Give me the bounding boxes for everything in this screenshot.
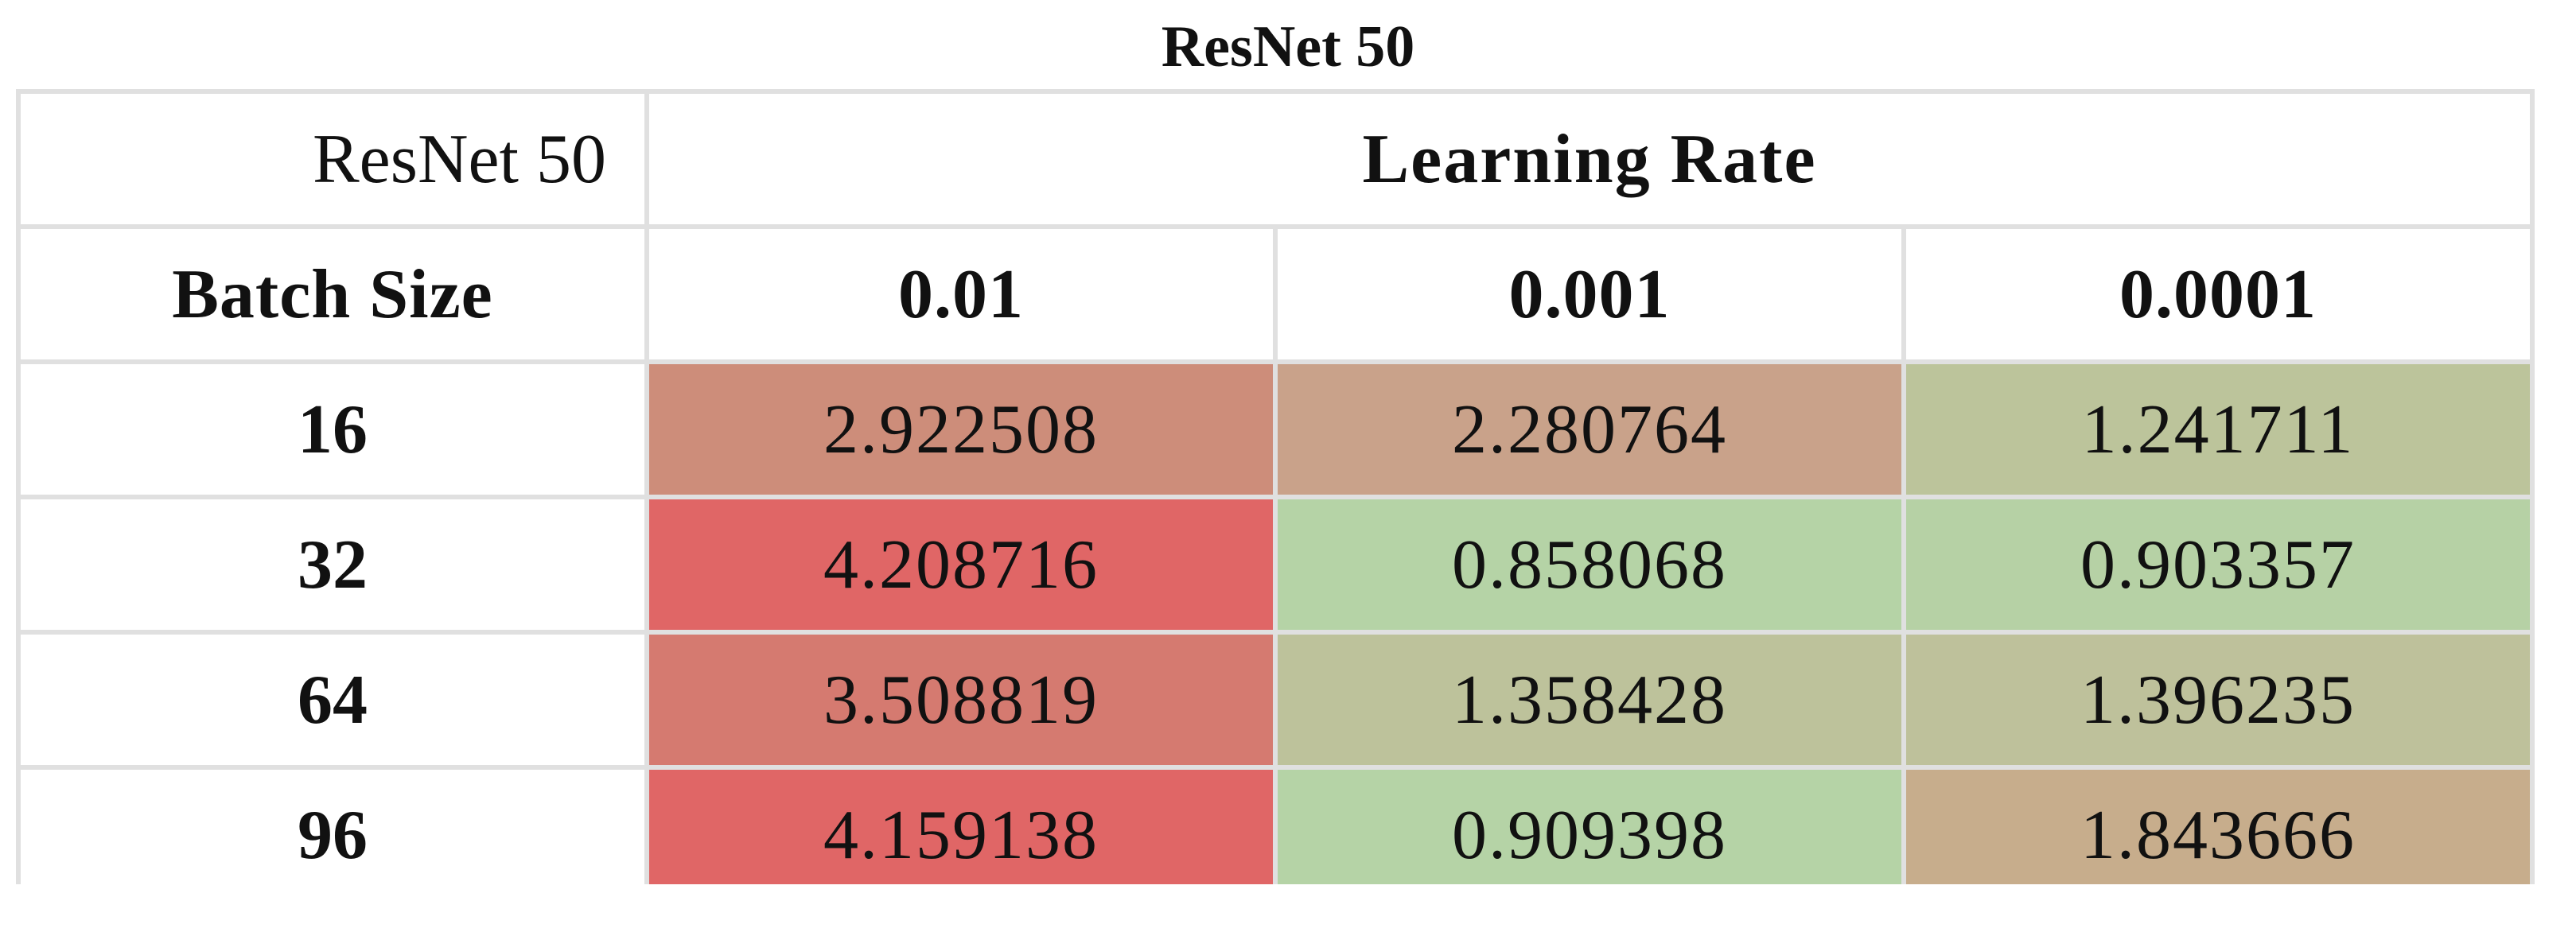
batch-size-header: Batch Size: [16, 224, 649, 364]
heatmap-cell: 0.903357: [1901, 495, 2535, 635]
heatmap-cell: 0.858068: [1273, 495, 1906, 635]
heatmap-cell: 3.508819: [644, 630, 1278, 770]
table-row: 96 4.159138 0.909398 1.843666: [16, 765, 2535, 905]
column-header-lr-0.01: 0.01: [644, 224, 1278, 364]
header-row-2: Batch Size 0.01 0.001 0.0001: [16, 224, 2535, 364]
results-table: ResNet 50 Learning Rate Batch Size 0.01 …: [16, 89, 2535, 905]
heatmap-cell: 1.396235: [1901, 630, 2535, 770]
bottom-crop: [0, 884, 2576, 928]
row-label-batch-16: 16: [16, 359, 649, 499]
table-row: 16 2.922508 2.280764 1.241711: [16, 359, 2535, 499]
heatmap-cell: 1.358428: [1273, 630, 1906, 770]
heatmap-cell: 4.208716: [644, 495, 1278, 635]
header-row-1: ResNet 50 Learning Rate: [16, 89, 2535, 229]
table-body: 16 2.922508 2.280764 1.241711 32 4.208716 0.85…: [16, 359, 2535, 905]
learning-rate-header: Learning Rate: [644, 89, 2535, 229]
heatmap-cell: 1.241711: [1901, 359, 2535, 499]
column-header-lr-0.001: 0.001: [1273, 224, 1906, 364]
heatmap-cell: 2.922508: [644, 359, 1278, 499]
heatmap-cell: 0.909398: [1273, 765, 1906, 905]
table-row: 64 3.508819 1.358428 1.396235: [16, 630, 2535, 770]
table-row: 32 4.208716 0.858068 0.903357: [16, 495, 2535, 635]
row-label-batch-64: 64: [16, 630, 649, 770]
column-header-lr-0.0001: 0.0001: [1901, 224, 2535, 364]
heatmap-cell: 2.280764: [1273, 359, 1906, 499]
heatmap-cell: 1.843666: [1901, 765, 2535, 905]
chart-title: ResNet 50: [1161, 14, 1415, 80]
row-label-batch-32: 32: [16, 495, 649, 635]
corner-label: ResNet 50: [16, 89, 649, 229]
row-label-batch-96: 96: [16, 765, 649, 905]
heatmap-cell: 4.159138: [644, 765, 1278, 905]
